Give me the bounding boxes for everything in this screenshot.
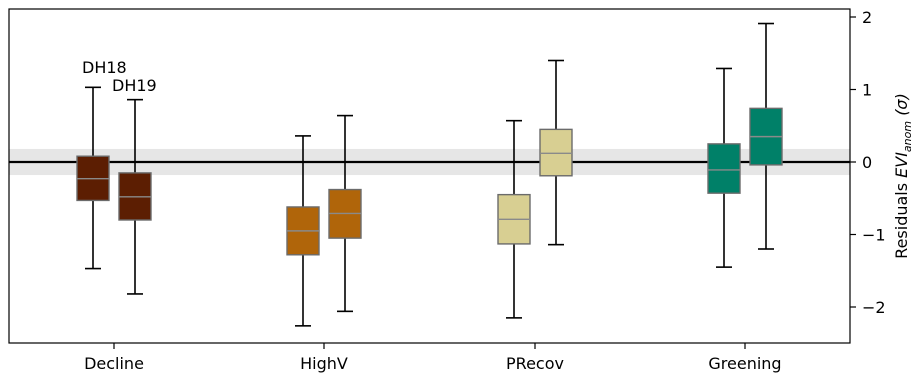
box-precov-dh19 <box>539 59 573 246</box>
y-tick-label: 0 <box>862 153 872 172</box>
plot-frame <box>8 8 851 344</box>
y-tick-label: 1 <box>862 81 872 100</box>
x-tick-label: Greening <box>708 354 781 373</box>
box-decline-dh18 <box>76 86 110 270</box>
annotation-dh19: DH19 <box>112 76 157 95</box>
x-tick-label: Decline <box>84 354 144 373</box>
box-greening-dh19 <box>749 22 783 250</box>
annotation-dh18: DH18 <box>82 58 127 77</box>
y-axis: 2 1 0 −1 −2 <box>850 8 886 317</box>
box-precov-dh18 <box>497 119 531 319</box>
y-tick-label: −2 <box>862 298 886 317</box>
y-axis-label: Residuals EVIanom (σ) <box>892 93 914 259</box>
x-tick-label: HighV <box>300 354 348 373</box>
x-axis: Decline HighV PRecov Greening <box>84 343 782 373</box>
box-groups <box>76 22 783 327</box>
y-tick-label: 2 <box>862 8 872 27</box>
box-highv-dh19 <box>328 114 362 313</box>
box-greening-dh18 <box>707 67 741 268</box>
box-body <box>707 143 741 194</box>
y-tick-label: −1 <box>862 226 886 245</box>
box-body <box>539 128 573 177</box>
x-tick-label: PRecov <box>506 354 564 373</box>
box-decline-dh19 <box>118 98 152 295</box>
box-highv-dh18 <box>286 135 320 327</box>
